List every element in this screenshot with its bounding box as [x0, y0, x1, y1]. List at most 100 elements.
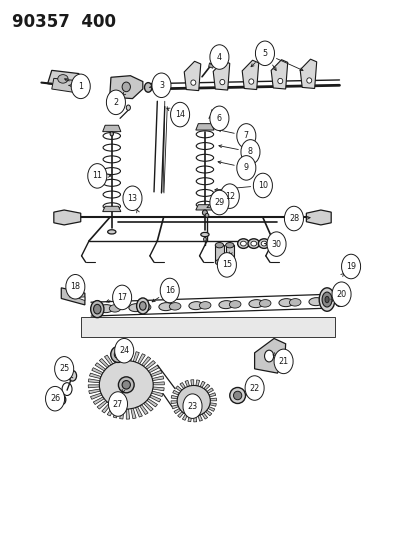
Ellipse shape	[237, 239, 249, 248]
Ellipse shape	[229, 301, 240, 308]
Polygon shape	[190, 379, 193, 385]
Polygon shape	[149, 395, 160, 402]
Ellipse shape	[318, 288, 334, 311]
Polygon shape	[102, 206, 121, 212]
Ellipse shape	[90, 301, 104, 318]
Ellipse shape	[122, 82, 130, 92]
Text: 14: 14	[175, 110, 185, 119]
Circle shape	[253, 173, 272, 198]
Ellipse shape	[248, 79, 253, 84]
Ellipse shape	[308, 297, 323, 305]
Text: 24: 24	[119, 346, 129, 355]
Ellipse shape	[277, 78, 282, 84]
Ellipse shape	[324, 296, 328, 303]
Ellipse shape	[109, 304, 121, 312]
Ellipse shape	[114, 351, 121, 358]
Polygon shape	[152, 376, 164, 381]
Circle shape	[273, 349, 292, 374]
Circle shape	[183, 394, 202, 418]
Polygon shape	[135, 407, 142, 417]
Text: 9: 9	[243, 164, 248, 172]
Ellipse shape	[110, 346, 125, 362]
Circle shape	[236, 156, 255, 180]
Text: 12: 12	[224, 192, 234, 200]
Polygon shape	[102, 125, 121, 132]
Ellipse shape	[58, 395, 66, 405]
Ellipse shape	[200, 232, 209, 237]
Text: 8: 8	[247, 148, 252, 156]
Circle shape	[88, 164, 107, 188]
Ellipse shape	[240, 241, 246, 246]
Text: 18: 18	[70, 282, 80, 291]
Polygon shape	[188, 416, 191, 422]
Polygon shape	[177, 411, 183, 417]
Ellipse shape	[233, 391, 241, 400]
Polygon shape	[213, 61, 229, 90]
Text: 5: 5	[262, 49, 267, 58]
Circle shape	[217, 253, 236, 277]
Polygon shape	[90, 393, 102, 399]
Polygon shape	[133, 352, 139, 362]
Polygon shape	[225, 245, 233, 262]
Ellipse shape	[278, 298, 293, 306]
Polygon shape	[109, 76, 142, 99]
Ellipse shape	[190, 80, 195, 85]
Polygon shape	[93, 397, 104, 405]
Bar	[81, 317, 335, 337]
Polygon shape	[107, 406, 115, 416]
Circle shape	[170, 102, 189, 127]
Text: 19: 19	[345, 262, 355, 271]
Polygon shape	[148, 365, 159, 373]
Circle shape	[236, 124, 255, 148]
Ellipse shape	[177, 385, 210, 416]
Ellipse shape	[259, 300, 270, 307]
Circle shape	[66, 274, 85, 299]
Text: 90357  400: 90357 400	[12, 13, 116, 31]
Circle shape	[341, 254, 360, 279]
Text: 2: 2	[113, 98, 118, 107]
Ellipse shape	[250, 241, 256, 246]
Polygon shape	[131, 408, 136, 418]
Polygon shape	[151, 391, 163, 397]
Circle shape	[114, 338, 133, 363]
Polygon shape	[195, 205, 214, 210]
Polygon shape	[210, 398, 216, 401]
Ellipse shape	[128, 304, 143, 312]
Ellipse shape	[57, 75, 68, 83]
Text: 30: 30	[271, 240, 281, 248]
Text: 16: 16	[164, 286, 174, 295]
Ellipse shape	[107, 230, 116, 234]
Ellipse shape	[264, 350, 273, 362]
Polygon shape	[242, 60, 258, 90]
Ellipse shape	[159, 303, 173, 311]
Polygon shape	[197, 415, 202, 421]
Text: 7: 7	[243, 132, 248, 140]
Ellipse shape	[169, 303, 180, 310]
Polygon shape	[206, 388, 213, 393]
Ellipse shape	[199, 302, 210, 309]
Text: 1: 1	[78, 82, 83, 91]
Ellipse shape	[202, 210, 207, 215]
Polygon shape	[110, 352, 117, 363]
Polygon shape	[76, 297, 85, 301]
Circle shape	[220, 184, 239, 208]
Polygon shape	[89, 373, 101, 378]
Polygon shape	[61, 288, 85, 305]
Text: 25: 25	[59, 365, 69, 373]
Text: 15: 15	[221, 261, 231, 269]
Ellipse shape	[93, 304, 101, 314]
Polygon shape	[193, 416, 196, 422]
Ellipse shape	[139, 302, 146, 310]
Polygon shape	[208, 407, 214, 411]
Ellipse shape	[248, 300, 263, 308]
Ellipse shape	[188, 395, 199, 407]
Polygon shape	[209, 393, 215, 397]
Polygon shape	[99, 359, 109, 368]
Ellipse shape	[258, 239, 269, 248]
Polygon shape	[123, 351, 126, 361]
Polygon shape	[150, 370, 161, 376]
Circle shape	[71, 74, 90, 99]
Circle shape	[240, 140, 259, 164]
Ellipse shape	[247, 239, 259, 248]
Text: 26: 26	[50, 394, 60, 403]
